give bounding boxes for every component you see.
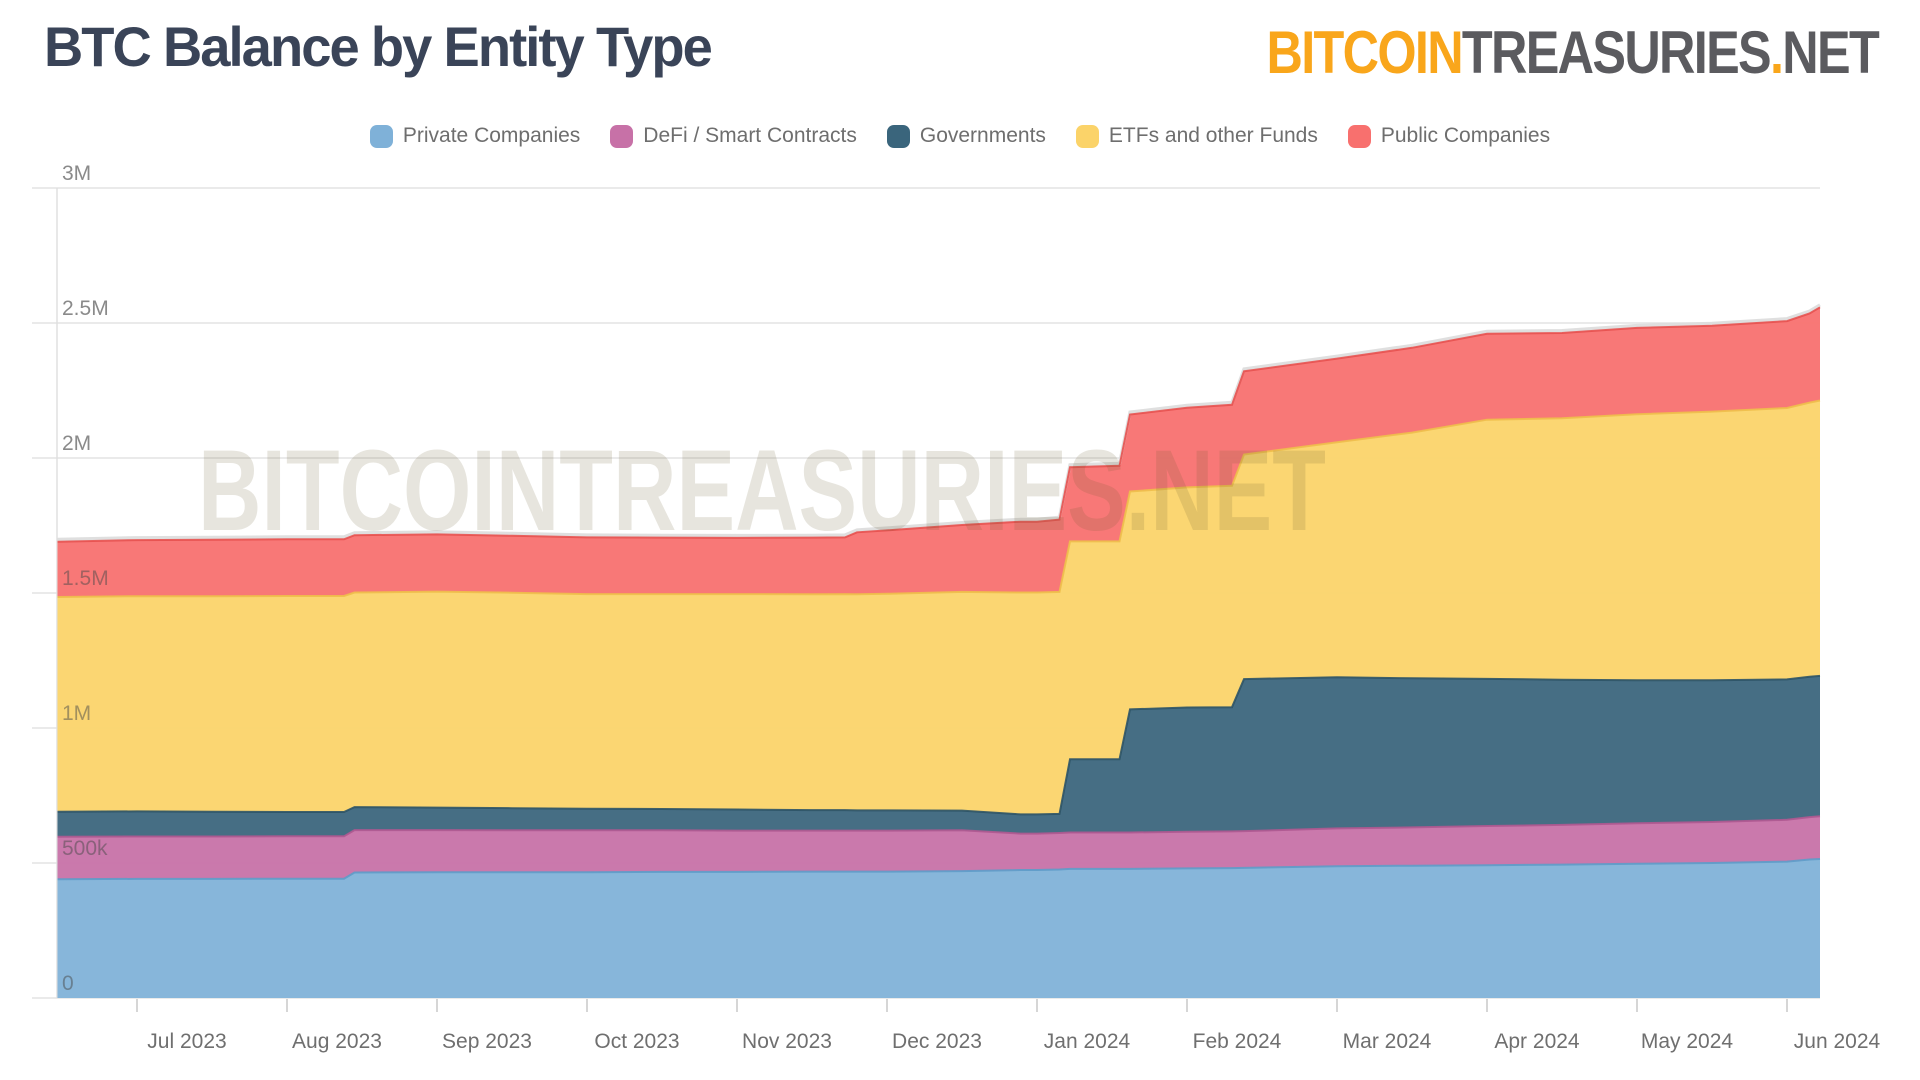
x-tick-label-Dec-2023: Dec 2023 <box>892 1030 982 1053</box>
x-tick-label-Apr-2024: Apr 2024 <box>1494 1030 1580 1053</box>
legend-label-defi-smart-contracts: DeFi / Smart Contracts <box>643 124 857 147</box>
x-tick-label-Feb-2024: Feb 2024 <box>1193 1030 1282 1053</box>
x-tick-label-Aug-2023: Aug 2023 <box>292 1030 382 1053</box>
legend-label-governments: Governments <box>919 124 1046 147</box>
y-tick-label-1M: 1M <box>62 702 91 725</box>
x-tick-label-Jul-2023: Jul 2023 <box>147 1030 226 1053</box>
watermark: BITCOINTREASURIES.NET <box>198 427 1326 555</box>
logo-net: NET <box>1782 19 1879 86</box>
legend-swatch-defi-smart-contracts <box>610 124 634 148</box>
y-tick-label-0: 0 <box>62 972 74 995</box>
logo-dot: . <box>1769 19 1784 86</box>
area-etfs-and-other-funds[interactable] <box>57 400 1821 815</box>
legend-swatch-governments <box>886 124 910 148</box>
legend-item-governments[interactable]: Governments <box>886 124 1046 148</box>
y-tick-label-2M: 2M <box>62 432 91 455</box>
y-tick-label-500k: 500k <box>62 837 108 860</box>
x-tick-label-Jun-2024: Jun 2024 <box>1794 1030 1881 1053</box>
area-private-companies[interactable] <box>57 859 1821 998</box>
logo-treasuries: TREASURIES <box>1461 19 1772 86</box>
legend-swatch-public-companies <box>1347 124 1371 148</box>
legend-item-etfs-and-other-funds[interactable]: ETFs and other Funds <box>1075 124 1318 148</box>
edge-governments <box>57 674 1821 816</box>
x-tick-label-May-2024: May 2024 <box>1641 1030 1734 1053</box>
legend-item-defi-smart-contracts[interactable]: DeFi / Smart Contracts <box>610 124 857 148</box>
area-public-companies[interactable] <box>57 307 1821 597</box>
site-logo[interactable]: BITCOINTREASURIES.NET <box>1266 18 1879 87</box>
total-halo-line <box>57 303 1821 541</box>
edge-public-companies <box>57 306 1821 543</box>
edge-defi-smart-contracts <box>57 815 1821 838</box>
x-tick-label-Mar-2024: Mar 2024 <box>1343 1030 1432 1053</box>
y-tick-label-3M: 3M <box>62 162 91 185</box>
legend-label-public-companies: Public Companies <box>1380 124 1551 147</box>
edge-etfs-and-other-funds <box>57 399 1821 598</box>
legend-label-etfs-and-other-funds: ETFs and other Funds <box>1108 124 1318 147</box>
x-tick-label-Nov-2023: Nov 2023 <box>742 1030 832 1053</box>
y-tick-label-2.5M: 2.5M <box>62 297 109 320</box>
legend-item-private-companies[interactable]: Private Companies <box>369 124 581 148</box>
area-governments[interactable] <box>57 675 1821 837</box>
legend-swatch-private-companies <box>369 124 393 148</box>
legend-swatch-etfs-and-other-funds <box>1075 124 1099 148</box>
area-defi-smart-contracts[interactable] <box>57 816 1821 880</box>
legend-label-private-companies: Private Companies <box>402 124 581 147</box>
logo-bitcoin: BITCOIN <box>1266 19 1463 86</box>
legend: Private Companies DeFi / Smart Contracts G… <box>0 124 1920 148</box>
edge-private-companies <box>57 858 1821 881</box>
x-tick-label-Sep-2023: Sep 2023 <box>442 1030 532 1053</box>
page-title: BTC Balance by Entity Type <box>44 15 713 78</box>
legend-item-public-companies[interactable]: Public Companies <box>1347 124 1551 148</box>
x-tick-label-Jan-2024: Jan 2024 <box>1044 1030 1131 1053</box>
x-tick-label-Oct-2023: Oct 2023 <box>594 1030 679 1053</box>
y-tick-label-1.5M: 1.5M <box>62 567 109 590</box>
